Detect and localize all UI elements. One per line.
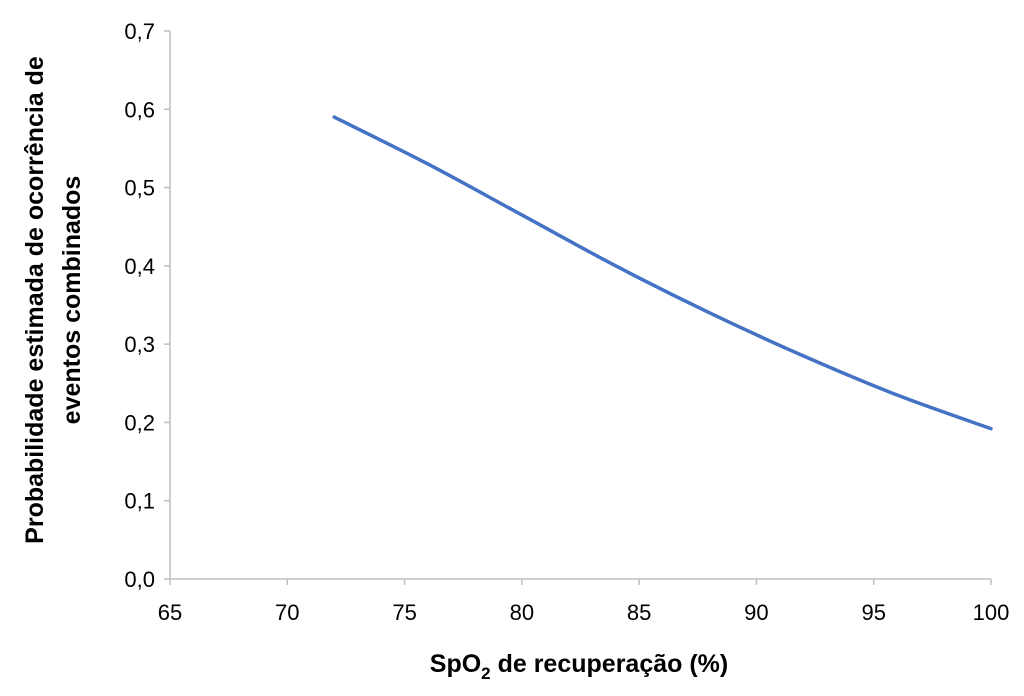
x-tick-label: 75 (392, 600, 416, 625)
y-tick-label: 0,1 (124, 489, 155, 514)
x-tick-label: 80 (510, 600, 534, 625)
x-tick-label: 70 (275, 600, 299, 625)
x-axis-title-rest: de recuperação (%) (491, 650, 729, 678)
x-tick-label: 85 (627, 600, 651, 625)
y-axis-title-line2: eventos combinados (58, 176, 86, 425)
y-tick-label: 0,5 (124, 176, 155, 201)
series-group (332, 115, 993, 431)
x-axis-title-subscript: 2 (481, 664, 490, 683)
x-tick-label: 100 (973, 600, 1010, 625)
y-axis: 0,0 0,1 0,2 0,3 0,4 0,5 0,6 0,7 (124, 19, 171, 592)
series-line (332, 115, 993, 431)
y-tick-label: 0,3 (124, 332, 155, 357)
y-axis-title-line1: Probabilidade estimada de ocorrência de (21, 56, 49, 544)
x-axis-title-main: SpO (430, 650, 481, 678)
x-tick-label: 95 (861, 600, 885, 625)
y-tick-label: 0,7 (124, 19, 155, 44)
y-tick-label: 0,0 (124, 567, 155, 592)
x-axis: 65 70 75 80 85 90 95 100 (158, 578, 1010, 625)
y-tick-label: 0,2 (124, 410, 155, 435)
y-tick-label: 0,4 (124, 254, 155, 279)
x-tick-label: 65 (158, 600, 182, 625)
x-tick-label: 90 (744, 600, 768, 625)
x-axis-title: SpO2 de recuperação (%) (430, 650, 728, 683)
y-tick-label: 0,6 (124, 97, 155, 122)
